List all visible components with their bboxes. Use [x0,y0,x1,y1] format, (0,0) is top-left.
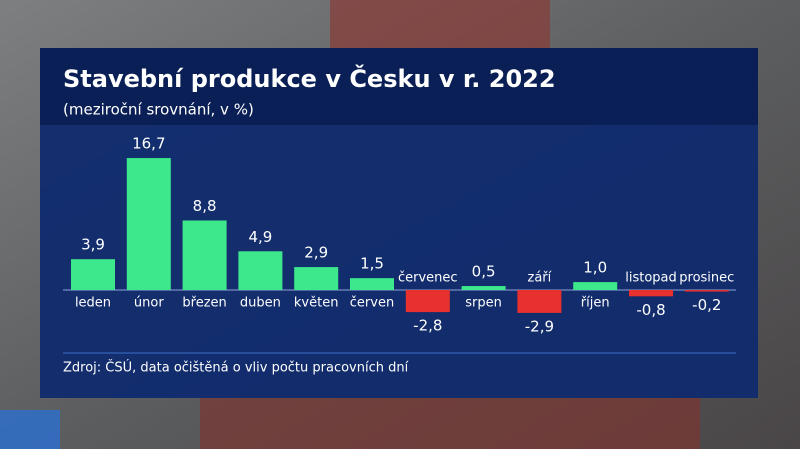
value-label: -0,2 [692,296,721,314]
bar [71,259,115,290]
bar [461,286,506,290]
x-tick-label: leden [75,296,111,311]
x-tick-label: červenec [398,271,458,286]
x-tick-label: květen [294,296,339,311]
value-label: 3,9 [81,236,105,254]
bar [350,278,394,290]
value-label: -2,8 [413,317,442,335]
x-tick-label: září [528,271,552,286]
x-tick-label: červen [350,296,394,311]
x-tick-label: duben [240,296,281,311]
value-label: 8,8 [193,197,217,215]
value-label: 1,0 [583,259,607,277]
value-label: 2,9 [304,244,328,262]
bar [126,158,171,290]
chart-subtitle: (meziroční srovnání, v %) [63,101,254,119]
background-detail [330,0,550,48]
x-tick-label: listopad [625,271,677,286]
bar [294,267,339,290]
x-tick-label: srpen [465,296,502,311]
source-note: Zdroj: ČSÚ, data očištěná o vliv počtu p… [63,360,409,376]
bar [517,290,562,313]
bar [182,220,227,290]
value-label: 1,5 [360,255,384,273]
value-label: 0,5 [472,263,496,281]
value-label: 4,9 [248,228,272,246]
value-label: 16,7 [132,135,165,153]
bar [238,251,283,290]
background-detail [0,410,60,449]
title-band [40,48,758,125]
bar [405,290,450,313]
x-tick-label: únor [134,296,164,311]
x-tick-label: říjen [581,296,610,311]
value-label: -0,8 [636,301,665,319]
background-detail [200,398,700,449]
value-label: -2,9 [525,317,554,335]
x-tick-label: prosinec [679,271,734,286]
bar [629,290,673,297]
bar [684,290,729,292]
x-tick-label: březen [182,296,226,311]
chart-title: Stavební produkce v Česku v r. 2022 [63,63,556,93]
bar [573,282,618,290]
